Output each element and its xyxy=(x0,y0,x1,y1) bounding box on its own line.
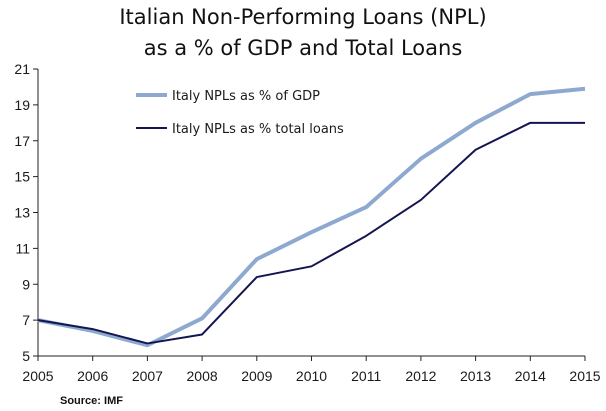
x-tick-label: 2008 xyxy=(187,368,218,384)
y-tick-label: 7 xyxy=(22,312,30,328)
y-tick-label: 17 xyxy=(14,133,30,149)
x-tick-label: 2005 xyxy=(22,368,53,384)
series-line-2 xyxy=(37,121,585,345)
y-tick-label: 19 xyxy=(14,97,30,113)
series-line-1 xyxy=(37,86,586,348)
chart-title-line-1: Italian Non-Performing Loans (NPL) xyxy=(119,5,487,29)
x-axis-ticks: 2005 2006 2007 2008 2009 2010 2011 2012 2013 2014… xyxy=(22,356,601,384)
legend: Italy NPLs as % of GDP Italy NPLs as % to… xyxy=(136,89,344,137)
x-tick-label: 2006 xyxy=(77,368,108,384)
chart-title-line-2: as a % of GDP and Total Loans xyxy=(143,36,463,60)
x-tick-label: 2013 xyxy=(460,368,491,384)
y-tick-label: 13 xyxy=(14,205,30,221)
x-tick-label: 2011 xyxy=(351,368,381,384)
x-tick-label: 2015 xyxy=(569,368,600,384)
source-note: Source: IMF xyxy=(60,395,123,407)
y-axis-ticks: 5 7 9 11 13 15 17 19 21 xyxy=(14,61,38,364)
x-tick-label: 2007 xyxy=(132,368,163,384)
y-tick-label: 5 xyxy=(22,348,30,364)
x-tick-label: 2009 xyxy=(241,368,272,384)
x-tick-label: 2010 xyxy=(296,368,327,384)
y-tick-label: 11 xyxy=(15,240,30,256)
y-tick-label: 15 xyxy=(14,169,30,185)
x-tick-label: 2012 xyxy=(405,368,436,384)
x-tick-label: 2014 xyxy=(515,368,546,384)
y-tick-label: 21 xyxy=(14,61,30,77)
y-tick-label: 9 xyxy=(22,276,30,292)
legend-label-1: Italy NPLs as % of GDP xyxy=(172,89,320,104)
axes xyxy=(37,69,585,357)
chart-title: Italian Non-Performing Loans (NPL) as a … xyxy=(0,2,606,64)
legend-label-2: Italy NPLs as % total loans xyxy=(172,122,344,137)
series-lines xyxy=(37,86,586,348)
